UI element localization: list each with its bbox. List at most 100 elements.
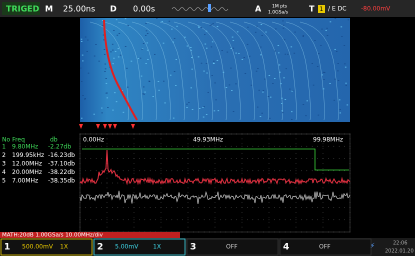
grid-dot [242, 163, 243, 164]
grid-dot [101, 146, 102, 147]
grid-dot [242, 183, 243, 184]
grid-dot [166, 158, 167, 159]
spectrogram-noise [147, 50, 149, 51]
grid-dot [333, 219, 334, 220]
grid-dot [236, 183, 237, 184]
spectrogram-noise [327, 35, 329, 36]
spectrogram-noise [281, 103, 283, 104]
spectrogram-noise [186, 104, 188, 105]
spectrogram-noise [345, 85, 347, 86]
grid-dot [317, 134, 318, 135]
grid-dot [85, 207, 86, 208]
grid-dot [188, 134, 189, 135]
grid-dot [312, 183, 313, 184]
grid-dot [134, 222, 135, 223]
grid-dot [107, 188, 108, 189]
grid-dot [350, 148, 351, 149]
grid-dot [161, 212, 162, 213]
grid-dot [247, 146, 248, 147]
grid-dot [252, 232, 253, 233]
math-label: MATH:20dB 1.00GSa/s 10.00MHz/div [2, 233, 104, 239]
spectrogram-noise [337, 70, 339, 71]
grid-dot [296, 163, 297, 164]
grid-dot [117, 207, 118, 208]
grid-dot [323, 202, 324, 203]
grid-dot [161, 188, 162, 189]
spectrogram-noise [190, 87, 192, 88]
grid-dot [182, 158, 183, 159]
grid-dot [134, 188, 135, 189]
grid-dot [96, 146, 97, 147]
grid-dot [215, 195, 216, 196]
grid-dot [215, 146, 216, 147]
grid-dot [279, 134, 280, 135]
grid-dot [215, 153, 216, 154]
channel-probe: 1X [153, 244, 161, 251]
grid-dot [258, 232, 259, 233]
spectrogram-noise [198, 26, 200, 27]
spectrogram-noise [345, 67, 347, 68]
grid-dot [144, 170, 145, 171]
spectrogram-noise [82, 61, 84, 62]
channel-box[interactable] [94, 239, 185, 255]
grid-dot [177, 170, 178, 171]
grid-dot [107, 173, 108, 174]
grid-dot [161, 192, 162, 193]
spectrogram-noise [171, 29, 173, 30]
grid-dot [269, 178, 270, 179]
grid-dot [101, 158, 102, 159]
spectrogram-noise [278, 45, 280, 46]
grid-dot [339, 219, 340, 220]
grid-dot [312, 207, 313, 208]
spectrogram-noise [104, 54, 106, 55]
grid-dot [134, 227, 135, 228]
delay[interactable]: 0.00s [133, 5, 155, 14]
grid-dot [242, 192, 243, 193]
grid-dot [161, 202, 162, 203]
grid-dot [134, 134, 135, 135]
grid-dot [80, 178, 81, 179]
grid-dot [274, 219, 275, 220]
grid-dot [350, 134, 351, 135]
grid-dot [90, 195, 91, 196]
grid-dot [215, 170, 216, 171]
channel-number: 1 [4, 243, 10, 253]
grid-dot [220, 207, 221, 208]
spectrogram-noise [283, 28, 285, 29]
grid-dot [263, 170, 264, 171]
grid-dot [301, 219, 302, 220]
timebase[interactable]: 25.00ns [63, 5, 95, 14]
grid-dot [107, 202, 108, 203]
grid-dot [301, 170, 302, 171]
grid-dot [107, 219, 108, 220]
grid-dot [188, 219, 189, 220]
grid-dot [252, 146, 253, 147]
grid-dot [198, 146, 199, 147]
grid-dot [177, 134, 178, 135]
spectrogram-noise [206, 63, 208, 64]
grid-dot [85, 146, 86, 147]
grid-dot [350, 143, 351, 144]
spectrogram-noise [281, 98, 283, 99]
freq-label: 49.93MHz [193, 137, 223, 144]
grid-dot [269, 212, 270, 213]
grid-dot [101, 219, 102, 220]
spectrogram-noise [114, 92, 116, 93]
grid-dot [134, 168, 135, 169]
grid-dot [161, 222, 162, 223]
grid-dot [242, 146, 243, 147]
spectrogram-noise [260, 54, 262, 55]
spectrogram-noise [270, 97, 272, 98]
spectrogram-noise [334, 79, 336, 80]
grid-dot [350, 197, 351, 198]
grid-dot [161, 146, 162, 147]
spectrogram-noise [191, 69, 193, 70]
grid-dot [101, 170, 102, 171]
grid-dot [107, 178, 108, 179]
grid-dot [188, 217, 189, 218]
grid-dot [107, 146, 108, 147]
grid-dot [85, 158, 86, 159]
grid-dot [274, 232, 275, 233]
grid-dot [161, 134, 162, 135]
spectrogram-noise [269, 75, 271, 76]
